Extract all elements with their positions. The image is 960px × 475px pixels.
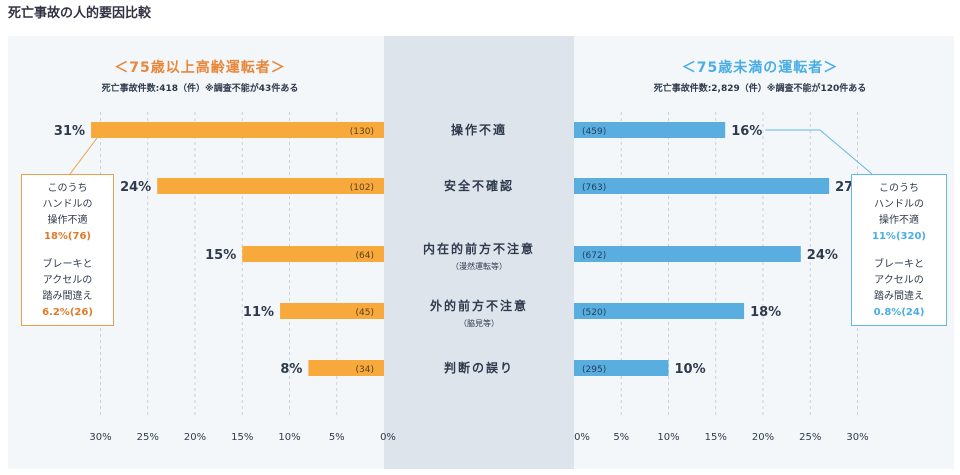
older-drivers-heading: ＜75歳以上高齢運転者＞ [114, 60, 286, 76]
category-label: 内在的前方不注意 [423, 241, 535, 256]
callout-line: アクセルの [874, 275, 924, 286]
younger-bar [574, 303, 745, 319]
younger-percent-label: 10% [675, 362, 706, 377]
callout-value: 0.8%(24) [873, 307, 925, 318]
younger-bar [574, 122, 726, 138]
younger-bar [574, 360, 669, 376]
older-count-label: (45) [356, 308, 374, 318]
callout-value: 11%(320) [872, 231, 926, 242]
category-label: 外的前方不注意 [430, 298, 528, 313]
older-bar [280, 303, 384, 319]
younger-count-label: (295) [582, 365, 606, 375]
category-note: （漫然運転等） [451, 261, 507, 271]
callout-line: ブレーキと [874, 259, 924, 270]
older-callout-connector [69, 137, 98, 175]
x-tick-label: 5% [613, 432, 629, 443]
younger-callout-connector [765, 129, 873, 175]
callout-value: 6.2%(26) [42, 307, 93, 318]
younger-count-label: (520) [582, 308, 606, 318]
callout-line: 踏み間違え [874, 291, 924, 302]
page-title: 死亡事故の人的要因比較 [8, 6, 152, 21]
callout-line: 操作不適 [879, 215, 919, 226]
callout-line: このうち [47, 183, 88, 194]
older-percent-label: 31% [54, 124, 85, 139]
x-tick-label: 20% [184, 432, 206, 443]
x-tick-label: 10% [278, 432, 300, 443]
category-note: （脇見等） [459, 318, 499, 328]
x-tick-label: 0% [574, 432, 590, 443]
category-label: 判断の誤り [444, 360, 514, 375]
younger-count-label: (459) [582, 127, 606, 137]
x-tick-label: 10% [657, 432, 679, 443]
x-tick-label: 15% [705, 432, 727, 443]
older-count-label: (34) [356, 365, 374, 375]
older-drivers-subheading: 死亡事故件数:418（件）※調査不能が43件ある [101, 84, 299, 94]
category-band [384, 36, 574, 469]
x-tick-label: 30% [846, 432, 868, 443]
x-tick-label: 20% [752, 432, 774, 443]
older-percent-label: 11% [243, 305, 274, 320]
younger-bar [574, 178, 830, 194]
callout-line: ハンドルの [42, 199, 93, 210]
younger-count-label: (763) [582, 183, 606, 193]
category-label: 安全不確認 [444, 178, 514, 193]
older-drivers-callout: このうち ハンドルの 操作不適 18%(76) ブレーキと アクセルの 踏み間違… [21, 174, 114, 326]
older-percent-label: 24% [120, 180, 151, 195]
x-tick-label: 25% [137, 432, 159, 443]
younger-drivers-subheading: 死亡事故件数:2,829（件）※調査不能が120件ある [653, 84, 867, 94]
younger-bar [574, 246, 801, 262]
older-count-label: (130) [350, 127, 374, 137]
x-tick-label: 30% [89, 432, 111, 443]
x-tick-label: 0% [380, 432, 396, 443]
callout-line: 操作不適 [47, 215, 88, 226]
younger-percent-label: 16% [731, 124, 762, 139]
older-bar [308, 360, 384, 376]
younger-count-label: (672) [582, 251, 606, 261]
callout-line: ハンドルの [874, 199, 924, 210]
older-percent-label: 15% [205, 248, 236, 263]
x-tick-label: 15% [231, 432, 253, 443]
older-bar [157, 178, 384, 194]
older-count-label: (64) [356, 251, 374, 261]
category-label: 操作不適 [451, 122, 507, 137]
older-bar [91, 122, 385, 138]
x-tick-label: 25% [799, 432, 821, 443]
callout-line: ブレーキと [42, 259, 93, 270]
younger-percent-label: 24% [807, 248, 838, 263]
callout-value: 18%(76) [44, 231, 91, 242]
younger-drivers-callout: このうち ハンドルの 操作不適 11%(320) ブレーキと アクセルの 踏み間… [851, 174, 947, 326]
x-tick-label: 5% [329, 432, 345, 443]
younger-percent-label: 18% [750, 305, 781, 320]
older-count-label: (102) [350, 183, 374, 193]
callout-line: 踏み間違え [42, 291, 93, 302]
callout-line: アクセルの [42, 275, 93, 286]
older-percent-label: 8% [280, 362, 302, 377]
callout-line: このうち [879, 183, 919, 194]
older-bar [242, 246, 384, 262]
younger-drivers-heading: ＜75歳未満の運転者＞ [681, 60, 839, 76]
